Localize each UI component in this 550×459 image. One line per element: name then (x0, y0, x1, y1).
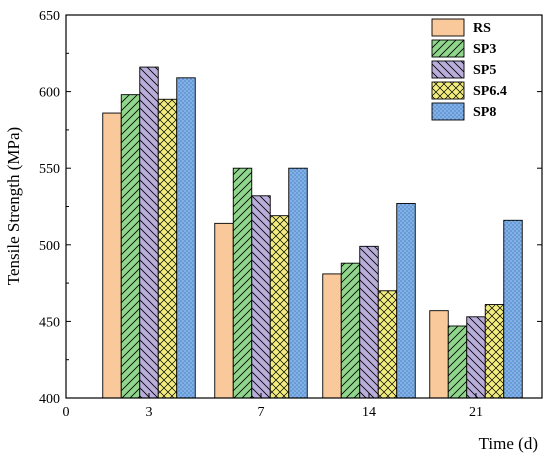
y-tick-label: 450 (39, 315, 60, 330)
y-tick-label: 400 (39, 392, 60, 407)
bars-layer (102, 66, 523, 399)
bar-rs-day-7 (214, 222, 234, 399)
legend: RS SP3 SP5 SP6.4 SP8 (431, 18, 507, 121)
bar-sp5-day-3 (139, 66, 159, 399)
legend-label-sp5: SP5 (473, 63, 496, 78)
x-axis: 0 3 7 14 21 (63, 393, 483, 420)
legend-label-rs: RS (473, 21, 491, 36)
bar-sp8-day-21 (503, 219, 523, 399)
legend-label-sp8: SP8 (473, 105, 496, 120)
x-tick-label: 14 (362, 405, 376, 420)
bar-sp6-4-day-3 (157, 98, 178, 399)
x-tick-label: 3 (146, 405, 153, 420)
bar-sp3-day-7 (232, 167, 253, 399)
x-axis-title: Time (d) (479, 434, 538, 453)
legend-swatch-sp5 (431, 60, 465, 79)
bar-sp8-day-14 (396, 202, 416, 399)
bar-sp5-day-21 (466, 316, 486, 399)
bar-sp5-day-7 (251, 195, 271, 399)
legend-swatch-rs (431, 18, 465, 37)
bar-rs-day-14 (322, 273, 342, 399)
x-tick-label: 21 (469, 405, 483, 420)
y-tick-label: 600 (39, 86, 60, 101)
y-axis-title: Tensile Strength (MPa) (4, 127, 23, 285)
legend-swatch-sp8 (431, 102, 465, 121)
x-tick-label: 0 (63, 405, 70, 420)
bar-rs-day-21 (429, 310, 449, 399)
bar-sp3-day-3 (120, 94, 141, 399)
bar-sp3-day-14 (340, 262, 361, 399)
bar-sp6-4-day-14 (377, 290, 398, 399)
bar-sp6-4-day-21 (484, 304, 505, 399)
y-axis: 400 450 500 550 600 650 (39, 9, 542, 407)
x-tick-label: 7 (258, 405, 265, 420)
legend-label-sp3: SP3 (473, 42, 496, 57)
bar-sp8-day-3 (176, 77, 196, 399)
bar-rs-day-3 (102, 112, 122, 399)
bar-sp3-day-21 (447, 325, 468, 399)
legend-label-sp6-4: SP6.4 (473, 84, 507, 99)
legend-swatch-sp6-4 (431, 81, 465, 100)
y-tick-label: 650 (39, 9, 60, 24)
y-tick-label: 550 (39, 162, 60, 177)
bar-sp5-day-14 (359, 245, 379, 399)
bar-sp8-day-7 (288, 167, 308, 399)
y-tick-label: 500 (39, 239, 60, 254)
bar-sp6-4-day-7 (269, 215, 290, 399)
legend-swatch-sp3 (431, 39, 465, 58)
